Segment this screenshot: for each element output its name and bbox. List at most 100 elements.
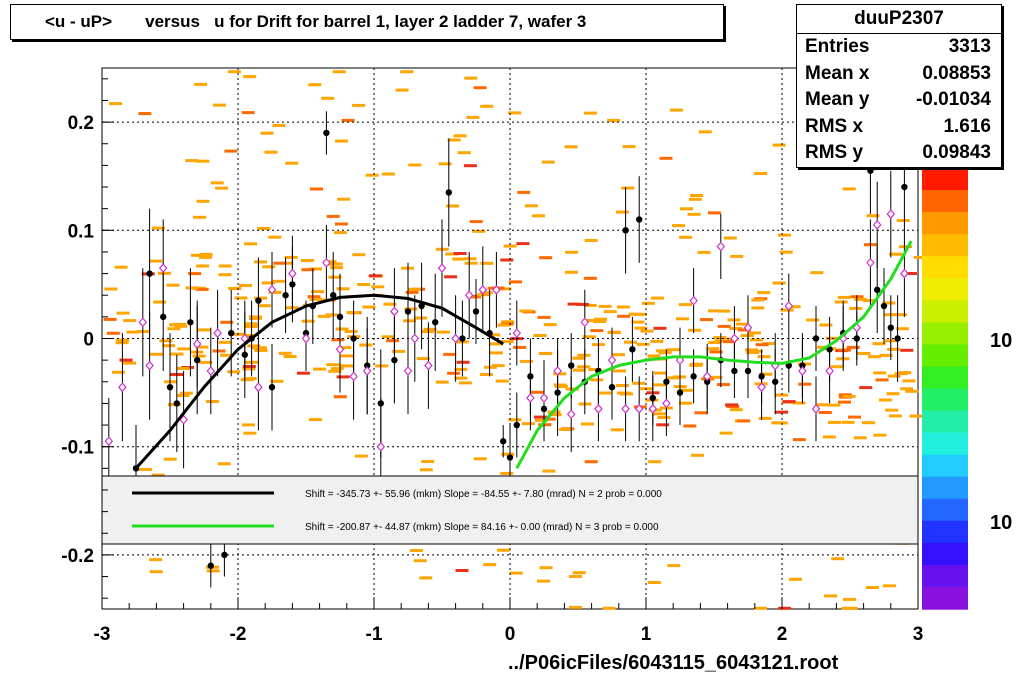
- density-cell: [691, 454, 704, 457]
- density-cell: [301, 259, 314, 262]
- density-cell: [313, 368, 326, 371]
- density-cell: [337, 287, 350, 290]
- density-cell: [656, 423, 669, 426]
- density-cell: [420, 468, 433, 471]
- density-cell: [888, 375, 901, 378]
- palette-cell: [922, 455, 968, 478]
- density-cell: [670, 109, 683, 112]
- density-cell: [408, 288, 421, 291]
- density-cell: [624, 341, 637, 344]
- profile-point: [881, 303, 887, 309]
- density-cell: [642, 302, 655, 305]
- density-cell: [444, 275, 457, 278]
- palette-cell: [922, 565, 968, 588]
- density-cell: [672, 224, 685, 227]
- density-cell: [243, 432, 256, 435]
- density-cell: [751, 306, 764, 309]
- density-cell: [725, 403, 738, 406]
- density-cell: [819, 324, 832, 327]
- density-cell: [689, 364, 702, 367]
- density-cell: [889, 414, 902, 417]
- stats-value: -0.01034: [916, 87, 991, 114]
- density-cell: [887, 392, 900, 395]
- density-cell: [335, 140, 348, 143]
- x-tick-label: 3: [913, 624, 924, 645]
- density-cell: [565, 271, 578, 274]
- palette-cell: [922, 411, 968, 434]
- density-cell: [647, 354, 660, 357]
- profile-point: [405, 308, 411, 314]
- density-cell: [758, 355, 771, 358]
- density-cell: [408, 164, 421, 167]
- density-cell: [883, 584, 896, 587]
- profile-point: [690, 373, 696, 379]
- density-cell: [318, 315, 331, 318]
- density-cell: [623, 145, 636, 148]
- density-cell: [632, 382, 645, 385]
- density-cell: [437, 331, 450, 334]
- legend-box: [102, 476, 918, 544]
- palette-cell: [922, 278, 968, 301]
- profile-point: [391, 357, 397, 363]
- density-cell: [873, 434, 886, 437]
- density-cell: [806, 319, 819, 322]
- density-cell: [197, 328, 210, 331]
- density-cell: [903, 379, 916, 382]
- density-cell: [823, 435, 836, 438]
- density-cell: [510, 572, 523, 575]
- density-cell: [107, 332, 120, 335]
- profile-point: [636, 216, 642, 222]
- density-cell: [700, 318, 713, 321]
- density-cell: [573, 369, 586, 372]
- density-cell: [679, 236, 692, 239]
- density-cell: [577, 354, 590, 357]
- palette-cell: [922, 587, 968, 610]
- density-cell: [213, 104, 226, 107]
- density-cell: [186, 286, 199, 289]
- density-cell: [337, 375, 350, 378]
- y-tick-label: -0.1: [61, 438, 94, 459]
- density-cell: [640, 387, 653, 390]
- density-cell: [190, 351, 203, 354]
- density-cell: [584, 277, 597, 280]
- density-cell: [539, 256, 552, 259]
- density-cell: [254, 260, 267, 263]
- density-cell: [149, 558, 162, 561]
- profile-point: [507, 454, 513, 460]
- density-cell: [603, 607, 616, 610]
- density-cell: [827, 404, 840, 407]
- density-cell: [679, 303, 692, 306]
- density-cell: [414, 559, 427, 562]
- density-cell: [831, 365, 844, 368]
- palette-cell: [922, 256, 968, 279]
- density-cell: [375, 364, 388, 367]
- density-cell: [424, 328, 437, 331]
- density-cell: [699, 130, 712, 133]
- density-cell: [828, 421, 841, 424]
- density-cell: [464, 77, 477, 80]
- density-cell: [112, 371, 125, 374]
- density-cell: [340, 364, 353, 367]
- density-cell: [104, 318, 117, 321]
- density-cell: [345, 330, 358, 333]
- density-cell: [446, 205, 459, 208]
- density-cell: [382, 335, 395, 338]
- density-cell: [249, 315, 262, 318]
- density-cell: [366, 174, 379, 177]
- density-cell: [565, 251, 578, 254]
- profile-point: [629, 346, 635, 352]
- density-cell: [167, 327, 180, 330]
- palette-cell: [922, 190, 968, 213]
- density-cell: [331, 367, 344, 370]
- density-cell: [352, 104, 365, 107]
- density-cell: [382, 173, 395, 176]
- density-cell: [843, 598, 856, 601]
- density-cell: [754, 607, 767, 610]
- density-cell: [458, 151, 471, 154]
- density-cell: [565, 145, 578, 148]
- density-cell: [464, 257, 477, 260]
- density-cell: [667, 564, 680, 567]
- profile-point: [894, 335, 900, 341]
- density-cell: [885, 409, 898, 412]
- density-cell: [211, 181, 224, 184]
